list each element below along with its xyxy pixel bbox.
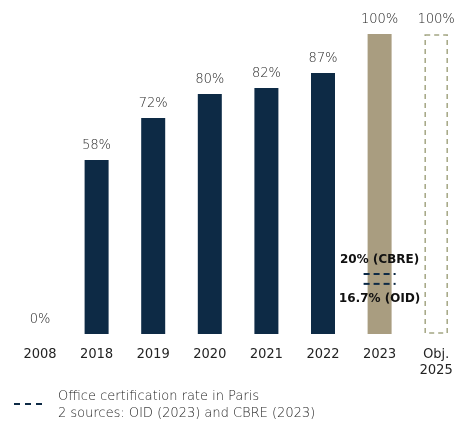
- legend-text: Office certification rate in Paris: [58, 389, 260, 404]
- value-label: 58%: [82, 138, 112, 153]
- value-label: 0%: [29, 312, 51, 327]
- reference-label: 16.7% (OID): [338, 290, 421, 305]
- value-label: 82%: [251, 66, 281, 81]
- value-label: 80%: [195, 72, 225, 87]
- bar: [141, 118, 166, 334]
- x-tick-label: 2020: [193, 347, 227, 362]
- value-label: 72%: [138, 96, 168, 111]
- value-label: 87%: [308, 51, 338, 66]
- x-tick-label: 2023: [363, 347, 397, 362]
- bar: [367, 34, 392, 334]
- legend-text: 2 sources: OID (2023) and CBRE (2023): [58, 406, 316, 421]
- bar: [197, 94, 222, 334]
- value-label: 100%: [361, 12, 399, 27]
- x-tick-label: 2008: [23, 347, 57, 362]
- x-tick-label: 2018: [80, 347, 114, 362]
- x-tick-label: 2022: [306, 347, 340, 362]
- bar: [311, 73, 335, 334]
- bar: [84, 160, 109, 334]
- x-tick-label: Obj. 2025: [419, 347, 453, 378]
- reference-label: 20% (CBRE): [339, 252, 420, 266]
- bar: [254, 88, 279, 334]
- value-label: 100%: [417, 12, 455, 27]
- x-tick-label: 2019: [136, 347, 170, 362]
- x-tick-label: 2021: [249, 347, 283, 362]
- bar: [424, 34, 448, 334]
